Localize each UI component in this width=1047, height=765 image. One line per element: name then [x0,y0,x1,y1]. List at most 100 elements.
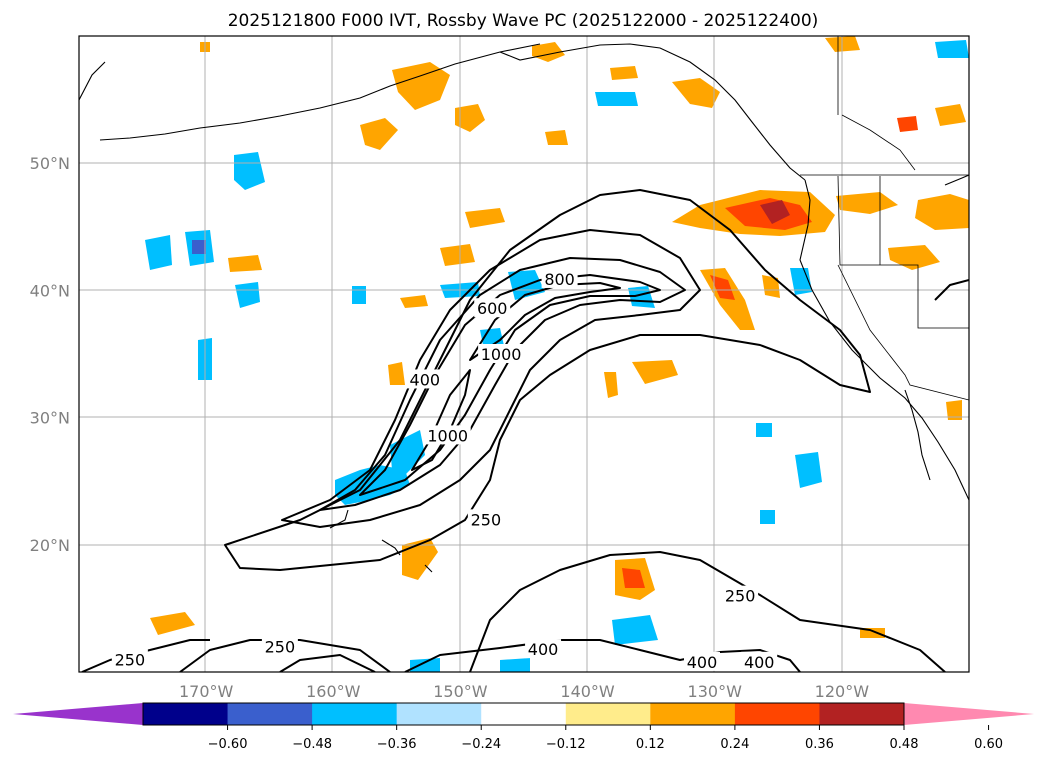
contour-labels: 250 250 250 250 400 400 400 400 600 800 1000 1000 [111,268,778,672]
contour-label: 400 [528,640,559,659]
longitude-label: 130°W [688,682,743,701]
colorbar-tick-label: 0.24 [720,737,749,752]
contour-label: 250 [265,638,296,657]
positive-anomaly-patch [150,612,195,635]
ivt-contour-1000 [469,282,621,361]
latitude-label: 30°N [30,409,70,428]
colorbar-min-arrow [13,703,143,725]
contour-label: 600 [477,299,508,318]
ivt-contour-400 [934,279,969,301]
graticule [79,36,969,672]
ivt-contour-250 [469,551,946,672]
positive-anomaly-patch [672,78,720,108]
latitude-label: 20°N [30,536,70,555]
map-frame [78,35,970,673]
colorbar-tick-label: −0.60 [208,737,248,752]
negative-anomaly-patch [235,282,260,308]
contour-label: 800 [544,270,575,289]
contour-label-background [467,509,504,529]
negative-anomaly-patch [628,286,655,308]
colorbar-segment [312,703,398,725]
colorbar-segment [565,703,651,725]
ivt-contours [81,189,969,672]
positive-anomaly-patch [465,208,505,228]
negative-anomaly-patch [790,268,812,295]
negative-anomaly-patch [595,92,638,106]
map-panel: 250 250 250 250 400 400 400 400 600 800 1000 1000 [79,36,969,672]
ivt-contour-250 [224,189,871,571]
colorbar: −0.60 −0.48 −0.36 −0.24 −0.12 0.12 0.24 0.36 0.4… [13,702,1034,752]
contour-label: 250 [725,587,756,606]
longitude-label: 140°W [560,682,615,701]
ivt-contour-400 [279,654,376,672]
negative-anomaly-patch [760,510,775,524]
contour-label: 250 [115,650,146,669]
colorbar-outline [142,702,905,726]
colorbar-segment [143,703,229,725]
contour-label-background [424,425,471,445]
colorbar-tick-label: −0.48 [292,737,332,752]
contour-label-background [722,585,759,605]
positive-anomaly-patch [604,372,618,398]
ivt-contour-400 [404,639,801,672]
contour-label-background [684,651,720,671]
contour-label-background [478,344,525,363]
ivt-contour-250 [81,639,210,672]
negative-anomaly-patch [935,40,969,58]
negative-anomaly-patch [500,658,530,672]
colorbar-tick-label: 0.48 [890,737,919,752]
positive-anomaly-patch [532,42,565,62]
negative-anomaly-patch [145,235,172,270]
colorbar-max-arrow [904,703,1034,725]
positive-anomaly-patch [710,275,735,300]
contour-label-background [525,639,562,659]
positive-anomaly-patch [622,568,645,588]
positive-anomaly-patch [935,104,966,126]
positive-anomaly-patch [860,628,885,638]
positive-anomaly-patch [360,118,398,150]
positive-anomaly-patch [760,200,790,224]
contour-label: 400 [744,653,775,672]
colorbar-tick-label: −0.36 [377,737,417,752]
colorbar-segment [819,703,905,725]
latitude-label: 40°N [30,281,70,300]
positive-anomaly-patch [762,275,780,298]
contour-label-background [261,636,298,656]
longitude-label: 160°W [306,682,361,701]
colorbar-segment [396,703,482,725]
positive-anomaly-patch [388,362,405,385]
negative-anomaly-patch [756,423,772,437]
negative-anomaly-patch [612,615,658,645]
positive-anomaly-patch [455,104,485,132]
colorbar-tick-label: 0.12 [636,737,665,752]
negative-anomaly-patch [192,240,206,254]
colorbar-segment [227,703,313,725]
negative-anomaly-patch [234,152,265,190]
positive-anomaly-patch [610,66,638,80]
chart-title: 2025121800 F000 IVT, Rossby Wave PC (202… [228,11,819,31]
positive-anomaly-patch [400,295,428,308]
anomaly-shading [145,36,969,672]
longitude-label: 170°W [179,682,234,701]
colorbar-segment [481,703,567,725]
coastlines [79,36,969,573]
latitude-labels: 50°N 40°N 30°N 20°N [30,154,70,555]
contour-label: 1000 [481,345,522,364]
contour-label-background [541,268,578,288]
negative-anomaly-patch [335,465,410,505]
contour-label: 250 [471,510,502,529]
positive-anomaly-patch [440,244,475,266]
colorbar-tick-label: −0.12 [546,737,586,752]
colorbar-tick-label: −0.24 [461,737,501,752]
colorbar-tick-label: 0.60 [974,737,1003,752]
longitude-labels: 170°W 160°W 150°W 140°W 130°W 120°W [179,682,869,701]
positive-anomaly-patch [632,360,678,384]
contour-label: 400 [687,653,718,672]
contour-label: 400 [410,370,441,389]
positive-anomaly-patch [915,194,969,230]
positive-anomaly-patch [228,255,262,272]
positive-anomaly-patch [946,400,962,420]
positive-anomaly-patch [897,116,918,132]
longitude-label: 150°W [433,682,488,701]
colorbar-segment [650,703,736,725]
